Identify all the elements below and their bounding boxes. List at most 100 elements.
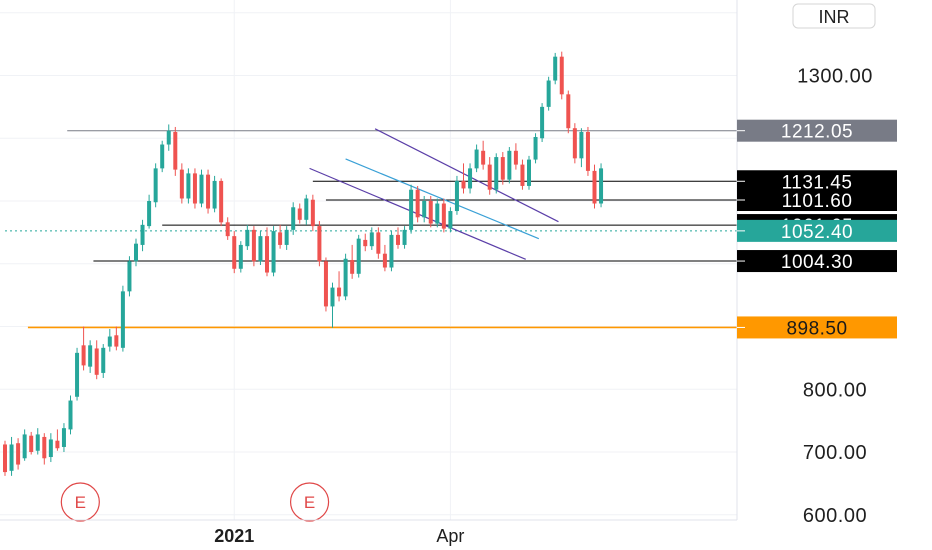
candle-body xyxy=(284,229,289,245)
candle-body xyxy=(468,168,473,189)
candle-body xyxy=(415,189,420,218)
candle-body xyxy=(363,239,368,247)
candle-body xyxy=(350,259,355,274)
candle-body xyxy=(245,229,250,247)
earnings-marker[interactable] xyxy=(60,482,100,522)
earnings-marker-label: E xyxy=(304,493,315,512)
candle-body xyxy=(75,352,80,397)
horizontal-levels[interactable] xyxy=(5,130,737,329)
candle-body xyxy=(317,226,322,262)
time-tick-label: 2021 xyxy=(214,526,254,546)
candle-body xyxy=(238,244,243,269)
candle-body xyxy=(441,203,446,229)
candle-body xyxy=(22,434,27,459)
candle-body xyxy=(3,444,7,473)
time-tick-label: Apr xyxy=(436,526,464,546)
candle-body xyxy=(487,164,492,190)
currency-badge-box xyxy=(792,3,876,29)
price-label: 1101.60 xyxy=(737,188,897,212)
candle-body xyxy=(101,347,106,373)
trend-lines[interactable] xyxy=(309,128,559,260)
candle-body xyxy=(454,180,459,212)
candle-body xyxy=(212,180,217,209)
price-label-box xyxy=(737,219,897,242)
price-label-box xyxy=(737,188,897,211)
candle-body xyxy=(173,131,178,170)
candle-body xyxy=(291,207,296,230)
earnings-marker-label: E xyxy=(75,493,86,512)
candle-body xyxy=(147,201,152,227)
candle-body xyxy=(566,94,571,129)
price-label: 898.50 xyxy=(737,316,897,339)
candle-body xyxy=(114,335,119,347)
candle-body xyxy=(513,150,518,165)
candle-body xyxy=(251,229,256,262)
candle-body xyxy=(448,211,453,229)
candle-body xyxy=(61,428,66,447)
candle-body xyxy=(206,174,211,209)
candle-body xyxy=(356,238,361,274)
chart-grid xyxy=(0,0,737,520)
candle-body xyxy=(16,443,21,465)
trend-line[interactable] xyxy=(345,158,540,240)
candle-body xyxy=(127,261,132,292)
time-axis[interactable]: 2021 Apr xyxy=(214,526,464,546)
candle-body xyxy=(265,236,269,273)
candle-body xyxy=(369,232,374,247)
candle-body xyxy=(559,56,564,95)
candlestick-series xyxy=(3,51,604,476)
candle-body xyxy=(474,149,479,169)
price-label-text: 1052.40 xyxy=(781,222,853,243)
candle-body xyxy=(382,253,387,268)
candle-body xyxy=(278,232,283,245)
price-tick-label: 800.00 xyxy=(803,379,867,401)
candle-body xyxy=(428,201,433,224)
candle-body xyxy=(402,229,407,245)
price-labels: 1212.051131.451101.601061.651052.401004.… xyxy=(737,119,897,339)
candle-body xyxy=(461,180,466,189)
candle-body xyxy=(343,258,348,297)
price-label-text: 1212.05 xyxy=(781,122,853,143)
candle-body xyxy=(42,436,47,459)
price-label-box xyxy=(737,250,897,273)
price-label: 1004.30 xyxy=(737,250,897,273)
earnings-marker[interactable] xyxy=(289,482,330,522)
candle-body xyxy=(481,150,486,165)
candle-body xyxy=(55,440,60,449)
candle-body xyxy=(107,336,112,347)
candle-body xyxy=(527,159,531,186)
candle-body xyxy=(271,231,276,273)
candle-body xyxy=(533,136,538,160)
candle-body xyxy=(134,243,138,262)
candle-body xyxy=(297,208,302,220)
candle-body xyxy=(140,224,145,245)
candle-body xyxy=(330,287,335,307)
price-label-box xyxy=(737,316,897,339)
candle-body xyxy=(540,106,545,139)
price-tick-label: 700.00 xyxy=(803,442,867,464)
candle-body xyxy=(219,180,224,223)
price-label-text: 1101.60 xyxy=(782,191,853,212)
candle-body xyxy=(520,164,525,186)
candle-body xyxy=(48,439,53,458)
candle-body xyxy=(585,131,590,171)
candle-body xyxy=(337,287,342,297)
candle-body xyxy=(88,345,93,367)
currency-badge[interactable]: INR xyxy=(792,3,876,29)
price-label-box xyxy=(737,170,897,193)
candle-body xyxy=(304,198,309,220)
price-label-text: 898.50 xyxy=(786,318,847,339)
candle-body xyxy=(179,169,184,199)
price-label: 1052.40 xyxy=(737,219,897,243)
candle-body xyxy=(310,199,315,227)
price-tick-label: 1300.00 xyxy=(797,66,873,88)
trend-line[interactable] xyxy=(374,128,559,223)
price-label-box xyxy=(737,119,897,142)
candle-body xyxy=(9,444,14,471)
candle-body xyxy=(494,157,499,190)
candle-body xyxy=(323,261,328,307)
candle-body xyxy=(225,222,230,237)
candle-body xyxy=(599,168,604,204)
